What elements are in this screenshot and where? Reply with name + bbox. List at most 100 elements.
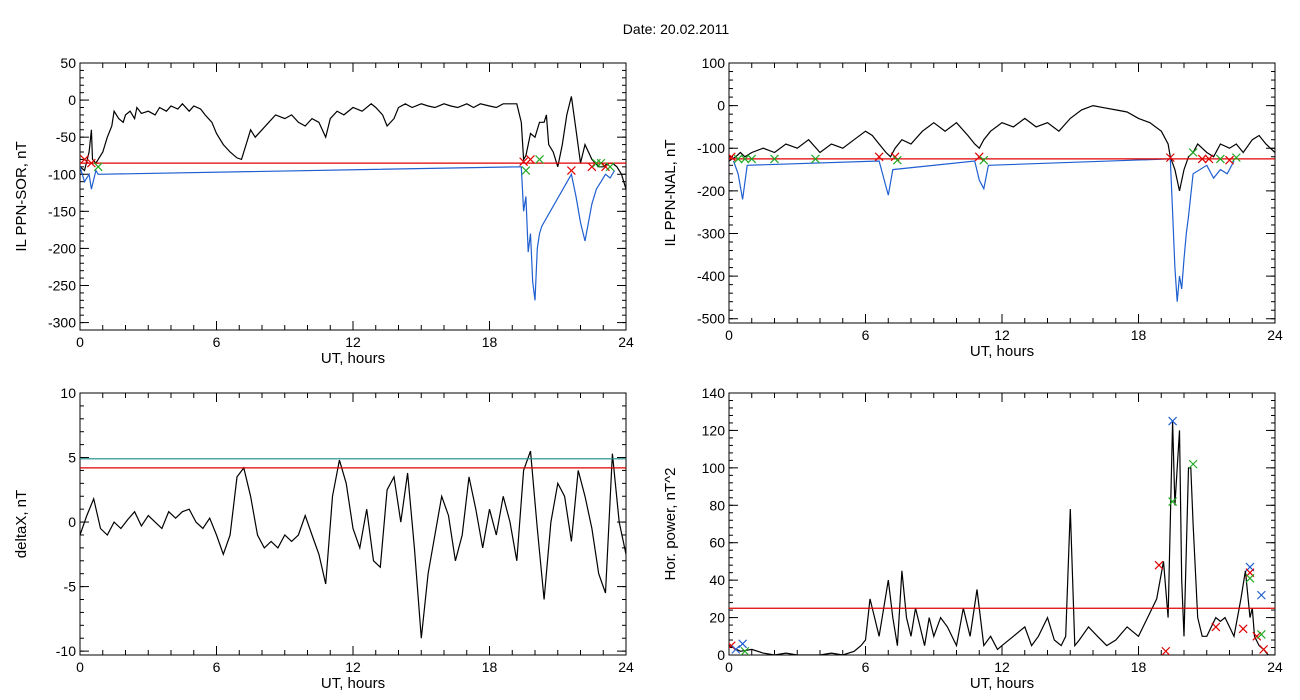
event-marker: [605, 162, 615, 172]
event-marker-stroke: [770, 154, 779, 164]
x-tick-label: 24: [1267, 659, 1283, 675]
x-tick-label: 0: [76, 334, 84, 350]
event-marker: [1211, 622, 1221, 632]
chart-panel-p2: 0 6 12 18 24 100 0 -100 -200 -300 -400 -500 UT, hour…: [662, 55, 1283, 360]
event-marker: [86, 158, 96, 168]
event-marker: [733, 154, 743, 164]
event-marker-stroke: [1259, 644, 1269, 654]
chart-panel-p3: 0 6 12 18 24 10 5 0 -5 -10 UT, hours deltaX, nT: [13, 385, 634, 692]
event-marker-stroke: [93, 162, 103, 172]
event-marker: [1252, 631, 1262, 641]
event-marker: [1197, 154, 1207, 164]
plot-area: [729, 104, 1275, 302]
event-marker: [1225, 155, 1234, 165]
event-marker: [729, 152, 736, 162]
event-marker: [535, 154, 544, 164]
event-marker: [526, 154, 535, 164]
event-marker: [874, 152, 884, 162]
y-tick-label: 10: [60, 385, 76, 401]
event-marker: [1256, 629, 1266, 639]
x-axis-label: UT, hours: [321, 675, 385, 692]
event-marker-stroke: [747, 154, 757, 164]
event-marker: [738, 639, 748, 649]
y-tick-label: 80: [709, 497, 725, 513]
x-tick-label: 18: [482, 659, 498, 675]
data-series-line-0: [80, 450, 626, 639]
x-tick-label: 6: [862, 659, 870, 675]
event-marker-stroke: [605, 162, 615, 172]
event-marker-stroke: [1168, 416, 1178, 426]
plot-area: [80, 450, 626, 639]
event-marker-stroke: [1245, 573, 1255, 583]
event-marker-stroke: [1188, 459, 1198, 469]
y-axis-label: deltaX, nT: [13, 490, 30, 558]
event-marker-stroke: [738, 639, 748, 649]
y-tick-label: -300: [48, 315, 76, 331]
event-marker-stroke: [1225, 155, 1234, 165]
event-marker-stroke: [874, 152, 884, 162]
event-marker-stroke: [974, 152, 984, 162]
y-tick-label: 0: [68, 514, 76, 530]
plot-area: [80, 96, 626, 301]
y-tick-label: 0: [68, 92, 76, 108]
event-marker: [1161, 646, 1171, 655]
x-tick-label: 12: [994, 659, 1010, 675]
event-marker-stroke: [979, 155, 989, 165]
event-marker-stroke: [1168, 497, 1178, 506]
event-marker-stroke: [729, 152, 736, 160]
event-marker-stroke: [1154, 560, 1164, 570]
event-marker-stroke: [1256, 590, 1266, 600]
x-tick-label: 18: [1131, 659, 1147, 675]
y-tick-label: -300: [697, 225, 725, 241]
y-tick-label: 100: [702, 55, 726, 71]
x-tick-label: 6: [213, 659, 221, 675]
x-tick-label: 6: [862, 327, 870, 343]
x-axis-label: UT, hours: [970, 343, 1034, 360]
y-tick-label: 140: [702, 385, 726, 401]
event-marker-stroke: [526, 154, 535, 164]
plot-frame: [79, 62, 627, 331]
event-marker: [1154, 560, 1164, 570]
event-marker: [1231, 153, 1241, 163]
plot-area: [729, 416, 1275, 655]
x-tick-label: 18: [482, 334, 498, 350]
event-marker-stroke: [1215, 154, 1225, 164]
x-axis-label: UT, hours: [321, 350, 385, 367]
event-marker: [1204, 154, 1214, 164]
x-tick-label: 0: [725, 659, 733, 675]
y-axis-label: IL PPN-SOR, nT: [13, 141, 30, 251]
data-series-line-1: [732, 158, 1235, 302]
event-marker-stroke: [733, 154, 743, 164]
event-marker: [770, 154, 779, 164]
y-tick-label: 20: [709, 610, 725, 626]
data-series-line-0: [80, 96, 626, 190]
event-marker: [521, 166, 531, 175]
event-marker-stroke: [811, 154, 820, 164]
event-marker-stroke: [566, 166, 576, 175]
event-marker: [1188, 459, 1198, 469]
x-tick-label: 12: [994, 327, 1010, 343]
event-marker: [1259, 644, 1269, 654]
y-tick-label: -400: [697, 268, 725, 284]
event-marker-stroke: [80, 154, 89, 164]
x-tick-label: 24: [1267, 327, 1283, 343]
x-tick-label: 24: [618, 659, 634, 675]
event-marker-stroke: [1188, 148, 1198, 157]
event-marker-stroke: [1204, 154, 1214, 164]
y-tick-label: -250: [48, 278, 76, 294]
event-marker-stroke: [1197, 154, 1207, 164]
y-tick-label: 0: [717, 98, 725, 114]
y-tick-label: 120: [702, 422, 726, 438]
x-tick-label: 12: [345, 659, 361, 675]
event-marker: [892, 155, 902, 165]
event-marker-stroke: [740, 646, 750, 655]
y-tick-label: 40: [709, 572, 725, 588]
y-tick-label: -500: [697, 311, 725, 327]
event-marker: [747, 154, 757, 164]
event-marker: [93, 162, 103, 172]
x-tick-label: 18: [1131, 327, 1147, 343]
event-marker: [740, 154, 750, 164]
plot-frame: [79, 392, 627, 656]
event-marker-stroke: [892, 155, 902, 165]
